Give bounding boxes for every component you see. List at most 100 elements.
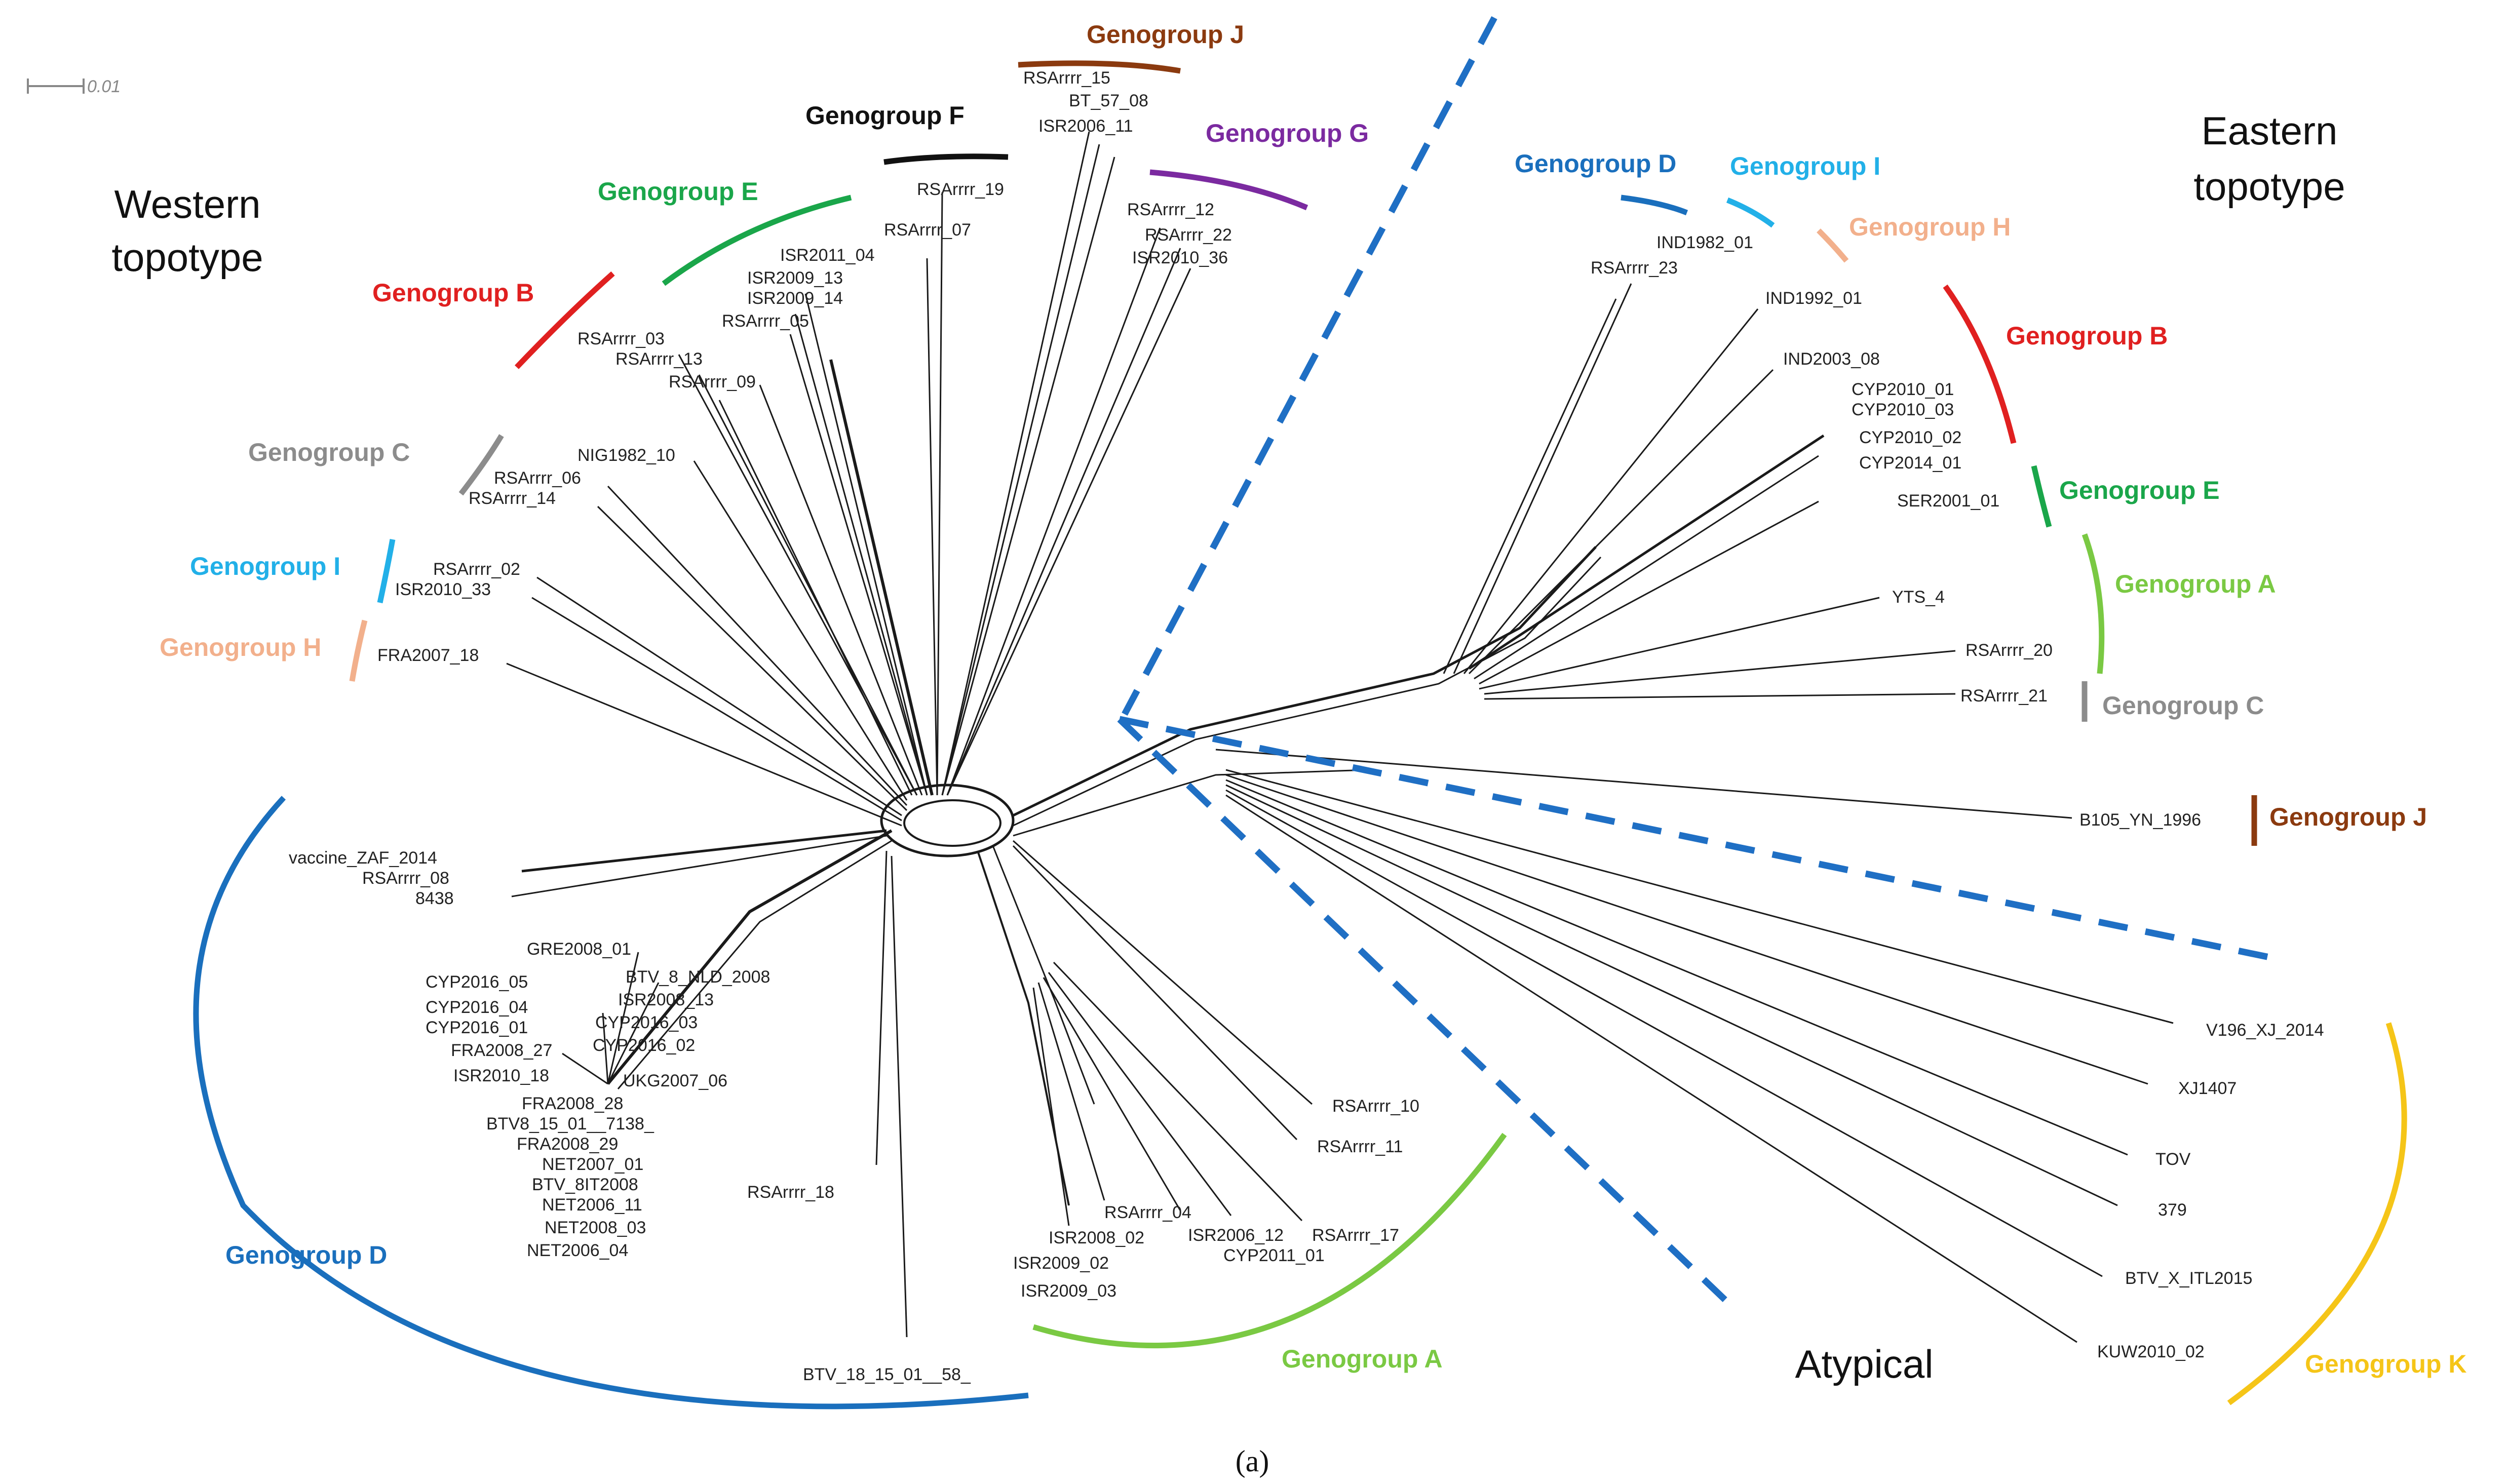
taxon-label: CYP2010_03 <box>1852 400 1954 419</box>
genogroup-label-east-H: Genogroup H <box>1849 213 2011 241</box>
taxon-label: ISR2006_12 <box>1188 1226 1284 1245</box>
genogroup-label-west-J: Genogroup J <box>1087 20 1244 49</box>
taxon-label: RSArrrr_15 <box>1023 68 1110 88</box>
taxon-label: UKG2007_06 <box>623 1071 727 1090</box>
taxon-label: KUW2010_02 <box>2097 1342 2205 1361</box>
taxon-label: B105_YN_1996 <box>2079 810 2201 830</box>
taxon-label: NET2008_03 <box>545 1218 646 1237</box>
taxon-label: RSArrrr_14 <box>469 489 556 508</box>
genogroup-labels: Genogroup J Genogroup F Genogroup G Geno… <box>160 20 2467 1378</box>
taxon-label: 379 <box>2158 1200 2187 1220</box>
taxon-label: IND2003_08 <box>1783 349 1880 369</box>
taxon-label: RSArrrr_10 <box>1332 1097 1419 1116</box>
taxon-label: RSArrrr_03 <box>577 329 665 348</box>
topotype-dividers <box>1117 16 2270 1314</box>
taxon-label: NET2006_11 <box>542 1195 642 1215</box>
divider-western-eastern <box>1122 16 1497 716</box>
divider-eastern-atypical <box>1119 716 2270 961</box>
scale-bar-label: 0.01 <box>87 77 121 96</box>
taxon-label: BTV_18_15_01__58_ <box>803 1365 971 1384</box>
taxon-label: CYP2016_03 <box>595 1013 698 1032</box>
taxon-label: RSArrrr_18 <box>747 1183 834 1202</box>
taxon-label: V196_XJ_2014 <box>2206 1021 2324 1040</box>
genogroup-label-west-F: Genogroup F <box>805 101 965 130</box>
genogroup-label-east-D: Genogroup D <box>1515 149 1676 178</box>
taxon-label: RSArrrr_23 <box>1591 258 1678 278</box>
arc-west-E <box>662 194 852 286</box>
genogroup-label-east-J: Genogroup J <box>2269 803 2427 831</box>
arc-west-H <box>349 619 368 682</box>
arc-west-A <box>1032 1132 1507 1349</box>
taxon-label: vaccine_ZAF_2014 <box>289 848 437 868</box>
genogroup-label-west-A: Genogroup A <box>1282 1345 1443 1373</box>
arc-west-F <box>883 153 1009 165</box>
taxon-label: CYP2010_02 <box>1859 428 1961 447</box>
genogroup-label-east-E: Genogroup E <box>2059 476 2220 504</box>
taxon-label: CYP2016_04 <box>426 998 528 1017</box>
western-topotype-label-line1: Western <box>114 182 261 226</box>
arc-east-A <box>2082 533 2105 674</box>
genogroup-label-east-C: Genogroup C <box>2102 691 2264 720</box>
taxon-label: FRA2008_28 <box>522 1094 623 1113</box>
taxon-label: TOV <box>2155 1150 2191 1169</box>
genogroup-label-west-G: Genogroup G <box>1206 119 1369 147</box>
taxon-label: IND1992_01 <box>1765 289 1862 308</box>
genogroup-label-west-D: Genogroup D <box>225 1241 387 1269</box>
taxon-label: BTV_8_NLD_2008 <box>626 967 770 987</box>
taxon-label: YTS_4 <box>1892 588 1945 607</box>
genogroup-label-east-B: Genogroup B <box>2006 322 2168 350</box>
genogroup-label-atyp-K: Genogroup K <box>2305 1350 2467 1378</box>
genogroup-label-east-I: Genogroup I <box>1730 152 1880 180</box>
taxon-label: BT_57_08 <box>1069 91 1148 110</box>
taxon-label: RSArrrr_07 <box>884 220 971 240</box>
taxon-label: RSArrrr_02 <box>433 560 520 579</box>
taxon-label: ISR2010_18 <box>453 1066 549 1085</box>
taxon-label: RSArrrr_04 <box>1104 1203 1191 1222</box>
region-labels: Western topotype Eastern topotype Atypic… <box>111 108 2345 1386</box>
taxon-label: GRE2008_01 <box>527 940 631 959</box>
taxon-label: RSArrrr_13 <box>615 349 703 369</box>
arc-west-G <box>1149 169 1308 211</box>
taxon-label: RSArrrr_11 <box>1317 1137 1403 1156</box>
arc-west-D <box>193 796 1029 1410</box>
taxon-label: ISR2010_33 <box>395 580 491 599</box>
taxon-label: RSArrrr_22 <box>1145 225 1232 245</box>
taxon-label: NET2006_04 <box>527 1241 628 1260</box>
taxon-label: RSArrrr_19 <box>917 180 1004 199</box>
arc-west-C <box>458 434 504 496</box>
taxon-label: RSArrrr_17 <box>1312 1226 1399 1245</box>
taxon-label: NET2007_01 <box>542 1155 643 1174</box>
taxon-label: RSArrrr_12 <box>1127 200 1214 219</box>
genogroup-arcs <box>193 60 2407 1410</box>
taxon-label: ISR2009_14 <box>747 289 843 308</box>
genogroup-label-west-I: Genogroup I <box>190 552 340 580</box>
taxon-label: XJ1407 <box>2178 1079 2237 1098</box>
atypical-label: Atypical <box>1795 1342 1933 1386</box>
taxon-label: SER2001_01 <box>1897 491 1999 511</box>
taxon-label: NIG1982_10 <box>577 446 675 465</box>
taxon-labels: RSArrrr_15 BT_57_08 ISR2006_11 RSArrrr_1… <box>289 68 2324 1384</box>
western-topotype-label-line2: topotype <box>111 235 263 280</box>
taxon-label: CYP2016_01 <box>426 1018 528 1037</box>
taxon-label: BTV8_15_01__7138_ <box>486 1114 654 1134</box>
arc-east-D <box>1621 194 1688 216</box>
scale-bar: 0.01 <box>27 77 121 96</box>
taxon-label: CYP2016_05 <box>426 972 528 992</box>
taxon-label: BTV_X_ITL2015 <box>2125 1269 2252 1288</box>
taxon-label: 8438 <box>415 889 454 908</box>
arc-east-I <box>1726 197 1775 228</box>
taxon-label: ISR2010_36 <box>1132 248 1228 267</box>
taxon-label: CYP2014_01 <box>1859 453 1961 473</box>
taxon-label: RSArrrr_05 <box>722 311 809 331</box>
taxon-label: CYP2016_02 <box>593 1036 695 1055</box>
taxon-label: BTV_8IT2008 <box>532 1175 638 1194</box>
taxon-label: ISR2008_13 <box>618 990 714 1009</box>
arc-east-B <box>1943 284 2017 444</box>
taxon-label: ISR2006_11 <box>1038 116 1133 136</box>
taxon-label: RSArrrr_06 <box>494 468 581 488</box>
genogroup-label-west-E: Genogroup E <box>598 177 758 206</box>
genogroup-label-west-H: Genogroup H <box>160 633 321 661</box>
taxon-label: ISR2009_02 <box>1013 1254 1109 1273</box>
taxon-label: ISR2009_03 <box>1021 1281 1116 1301</box>
